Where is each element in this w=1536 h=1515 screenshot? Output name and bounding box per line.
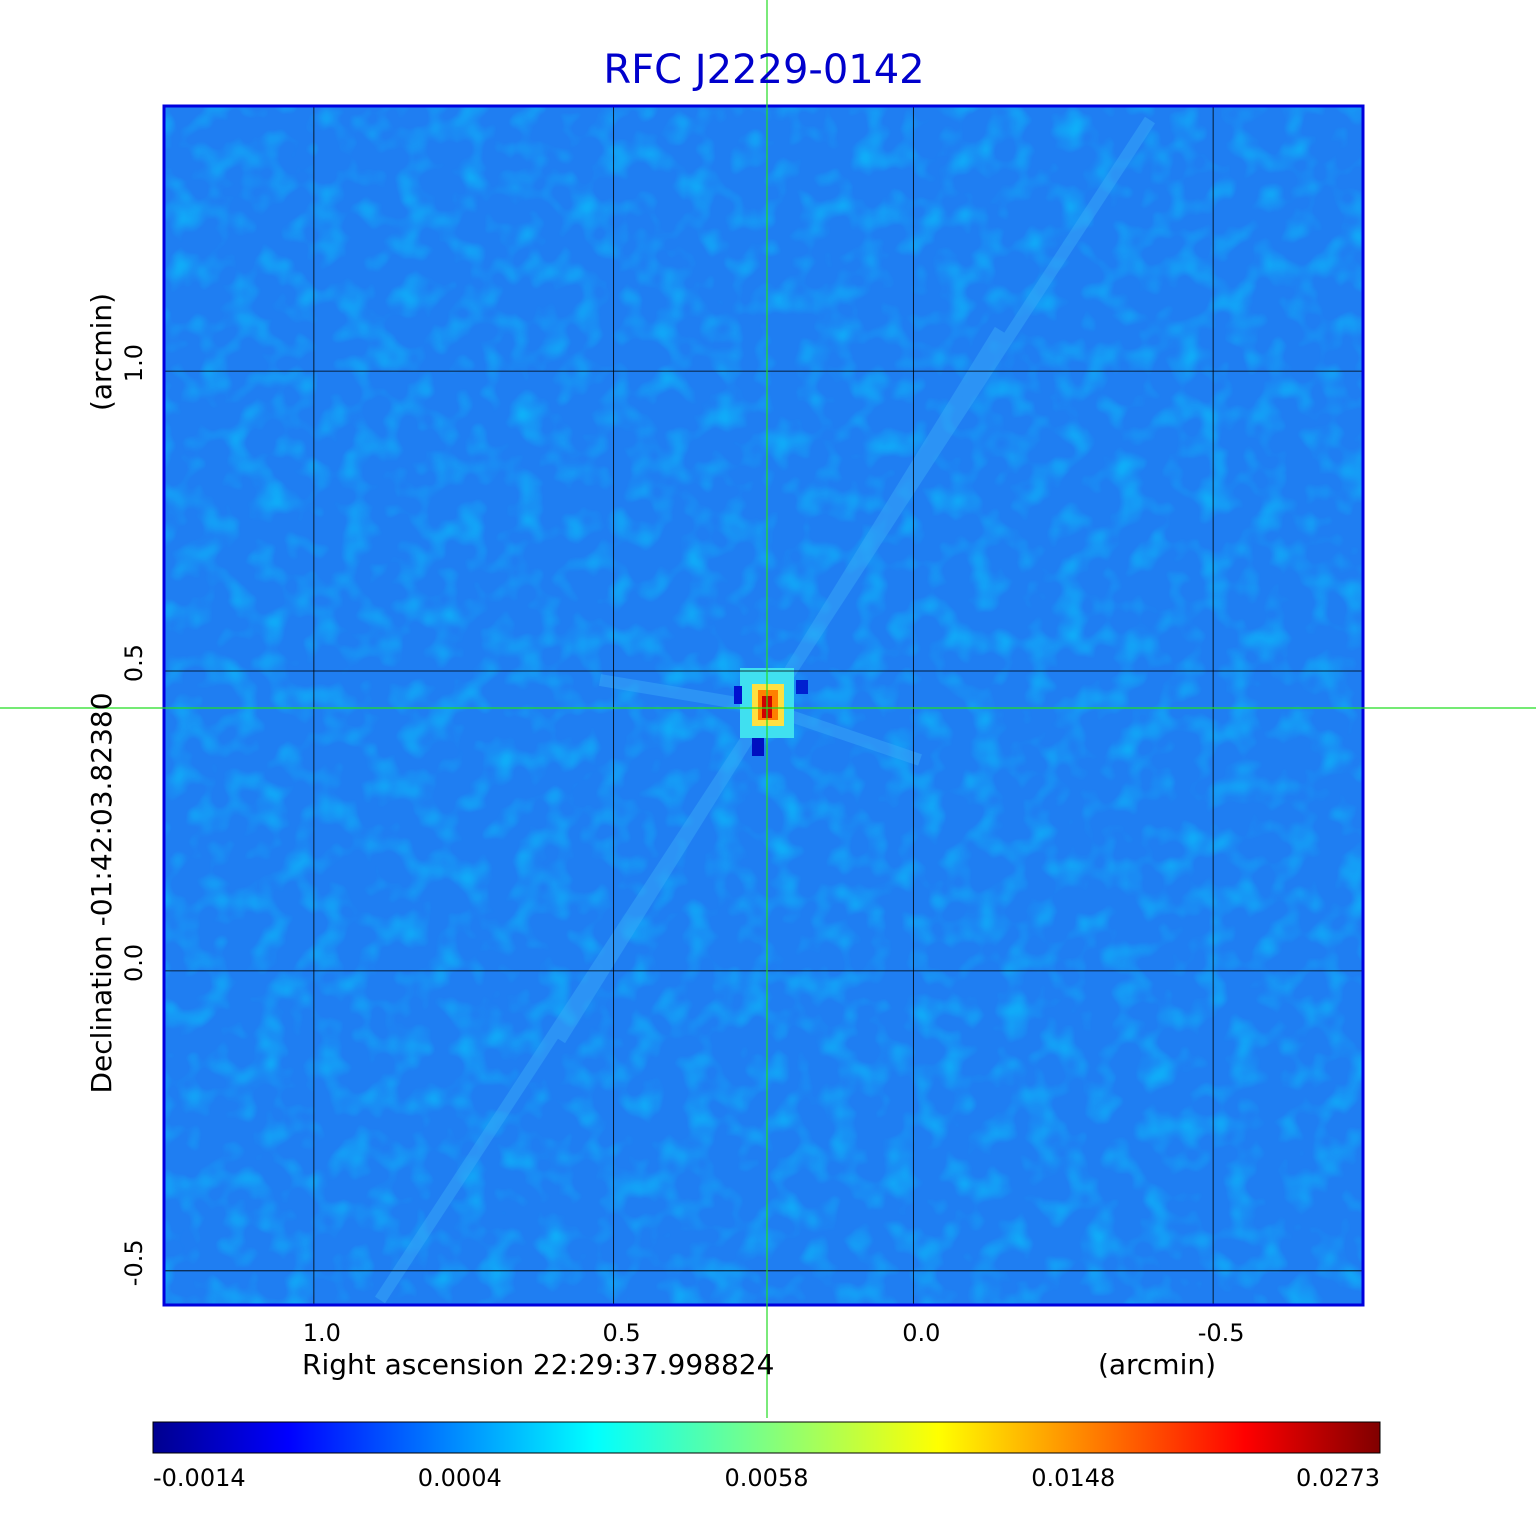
x-axis-unit: (arcmin): [1098, 1348, 1216, 1381]
x-axis-label: Right ascension 22:29:37.998824: [302, 1348, 774, 1381]
x-tick-label: 0.0: [902, 1319, 940, 1347]
colorbar-tick-label: 0.0148: [1031, 1464, 1115, 1492]
x-tick-label: 0.5: [603, 1319, 641, 1347]
colorbar-tick-label: -0.0014: [153, 1464, 246, 1492]
y-axis-label: Declination -01:42:03.82380: [85, 692, 118, 1093]
y-tick-label: -0.5: [120, 1239, 148, 1286]
grid: [164, 106, 1363, 1305]
image: [164, 106, 1363, 1305]
y-tick-label: 1.0: [120, 344, 148, 382]
x-tick-label: 1.0: [303, 1319, 341, 1347]
colorbar-tick-label: 0.0004: [418, 1464, 502, 1492]
y-tick-label: 0.0: [120, 944, 148, 982]
colorbar-tick-label: 0.0273: [1296, 1464, 1380, 1492]
x-tick-label: -0.5: [1198, 1319, 1245, 1347]
colorbar: [152, 1421, 1381, 1454]
plot-frame: [162, 104, 1365, 1307]
colorbar-tick-label: 0.0058: [725, 1464, 809, 1492]
y-axis-unit: (arcmin): [85, 293, 118, 411]
y-tick-label: 0.5: [120, 644, 148, 682]
chart-title: RFC J2229-0142: [603, 47, 924, 93]
